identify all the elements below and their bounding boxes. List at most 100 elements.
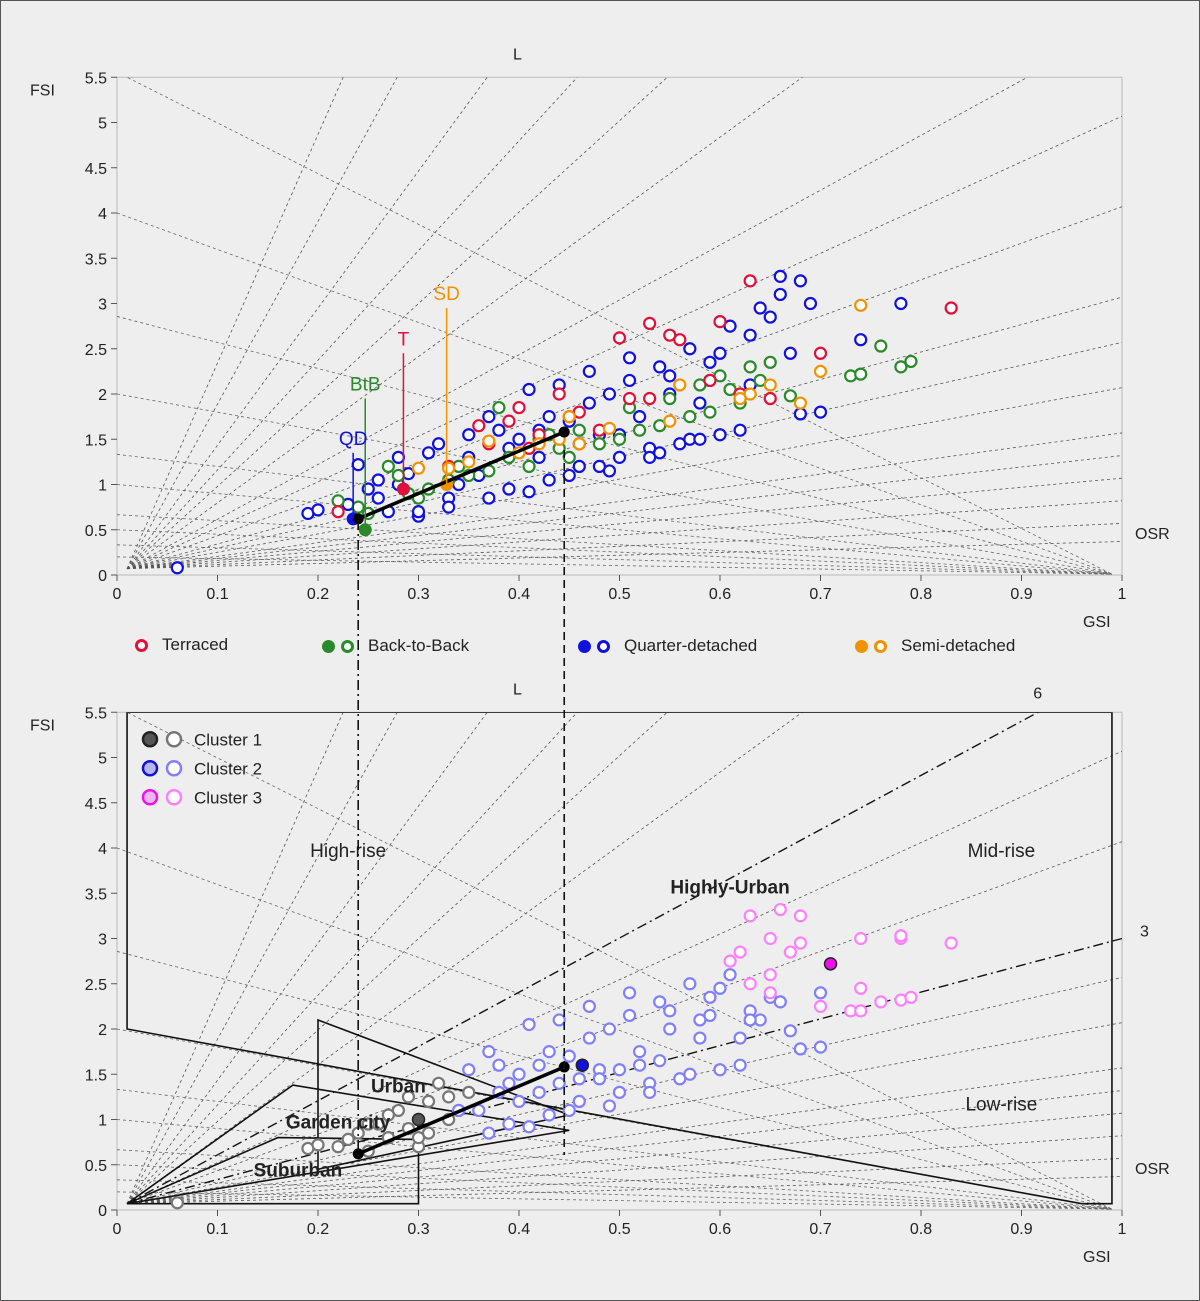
data-point — [723, 954, 737, 968]
data-point — [743, 977, 757, 991]
data-point — [442, 461, 456, 475]
y-tick-label: 5 — [98, 116, 107, 133]
L-reference-line — [126, 712, 668, 1204]
OSR-reference-line — [117, 1164, 1112, 1210]
y-tick-label: 4.5 — [85, 161, 107, 178]
data-point — [663, 414, 677, 428]
data-point — [854, 931, 868, 946]
data-point — [632, 1058, 647, 1072]
y-tick-label: 5.5 — [85, 70, 107, 87]
region-label: High-rise — [310, 841, 386, 862]
data-point — [522, 459, 536, 473]
data-point — [612, 432, 627, 446]
L-axis-label: L — [513, 46, 522, 63]
data-point — [482, 491, 496, 505]
OSR-reference-line — [117, 544, 1112, 575]
x-tick-label: 0.2 — [307, 586, 329, 603]
OSR-axis-label: OSR — [1135, 1161, 1170, 1178]
legend-marker-filled — [578, 639, 591, 653]
data-point — [793, 396, 808, 410]
data-point — [351, 457, 365, 472]
data-point — [552, 387, 566, 401]
data-point — [482, 1045, 496, 1059]
annotation-label: BtB — [350, 375, 381, 396]
data-point — [622, 391, 637, 406]
data-point — [502, 482, 516, 496]
data-point — [572, 423, 586, 437]
legend-marker-open — [165, 789, 183, 806]
data-point — [432, 1076, 446, 1090]
y-tick-label: 3 — [98, 932, 107, 949]
mean-point — [823, 957, 838, 971]
legend-item: Semi-detached — [855, 636, 1015, 656]
L-reference-line — [126, 387, 1122, 570]
trend-arrow — [357, 1065, 565, 1156]
data-point — [713, 315, 727, 329]
series-cluster-2 — [452, 968, 828, 1140]
y-tick-label: 1 — [98, 478, 107, 495]
L-reference-line — [127, 1090, 1122, 1205]
arrow-start-point — [352, 1148, 364, 1160]
data-point — [854, 333, 868, 347]
y-tick-label: 4 — [98, 206, 107, 223]
OSR-reference-line — [117, 556, 1112, 575]
data-point — [793, 1042, 808, 1056]
data-point — [552, 1013, 566, 1027]
y-tick-label: 5 — [98, 751, 107, 768]
data-point — [653, 446, 667, 460]
data-point — [854, 367, 868, 381]
data-point — [632, 410, 647, 424]
data-point — [673, 333, 687, 347]
data-point — [562, 450, 576, 464]
data-point — [522, 1017, 536, 1032]
data-point — [733, 1031, 747, 1045]
data-point — [733, 1058, 747, 1072]
data-point — [713, 428, 727, 442]
legend-item: Terraced — [135, 635, 228, 655]
data-point — [763, 355, 777, 369]
x-tick-label: 1 — [1118, 1221, 1127, 1238]
data-point — [572, 1094, 586, 1109]
OSR-reference-line — [117, 1179, 1112, 1210]
data-point — [391, 450, 405, 464]
data-point — [562, 468, 576, 483]
data-point — [582, 396, 596, 410]
region-label: Suburban — [254, 1161, 343, 1182]
data-point — [462, 455, 476, 469]
data-point — [894, 929, 908, 943]
data-point — [602, 1022, 617, 1036]
data-point — [371, 473, 385, 487]
mean-point — [411, 1112, 426, 1127]
data-point — [562, 1049, 576, 1063]
data-point — [733, 945, 747, 959]
data-point — [512, 1094, 526, 1109]
data-point — [763, 310, 777, 324]
y-tick-label: 4 — [98, 841, 107, 858]
data-point — [602, 1099, 617, 1113]
data-point — [612, 1063, 627, 1077]
data-point — [763, 931, 777, 946]
data-point — [813, 999, 828, 1013]
legend-marker-filled — [141, 731, 159, 748]
x-tick-label: 0 — [113, 1221, 122, 1238]
L-reference-line — [127, 1112, 1122, 1205]
data-point — [381, 1108, 395, 1122]
data-point — [381, 459, 395, 473]
data-point — [542, 1045, 556, 1059]
data-point — [462, 1063, 476, 1077]
y-tick-label: 0 — [98, 1203, 107, 1220]
L-reference-line — [127, 541, 1122, 570]
data-point — [693, 396, 707, 410]
data-point — [803, 296, 818, 311]
data-point — [502, 1117, 516, 1131]
x-tick-label: 0.4 — [508, 1221, 530, 1238]
data-point — [472, 419, 486, 433]
data-point — [612, 1085, 627, 1099]
plot-content — [117, 77, 1122, 575]
series-terraced — [331, 274, 958, 519]
data-point — [854, 981, 868, 995]
data-point — [522, 485, 536, 499]
data-point — [572, 1072, 586, 1086]
data-point — [743, 328, 757, 342]
